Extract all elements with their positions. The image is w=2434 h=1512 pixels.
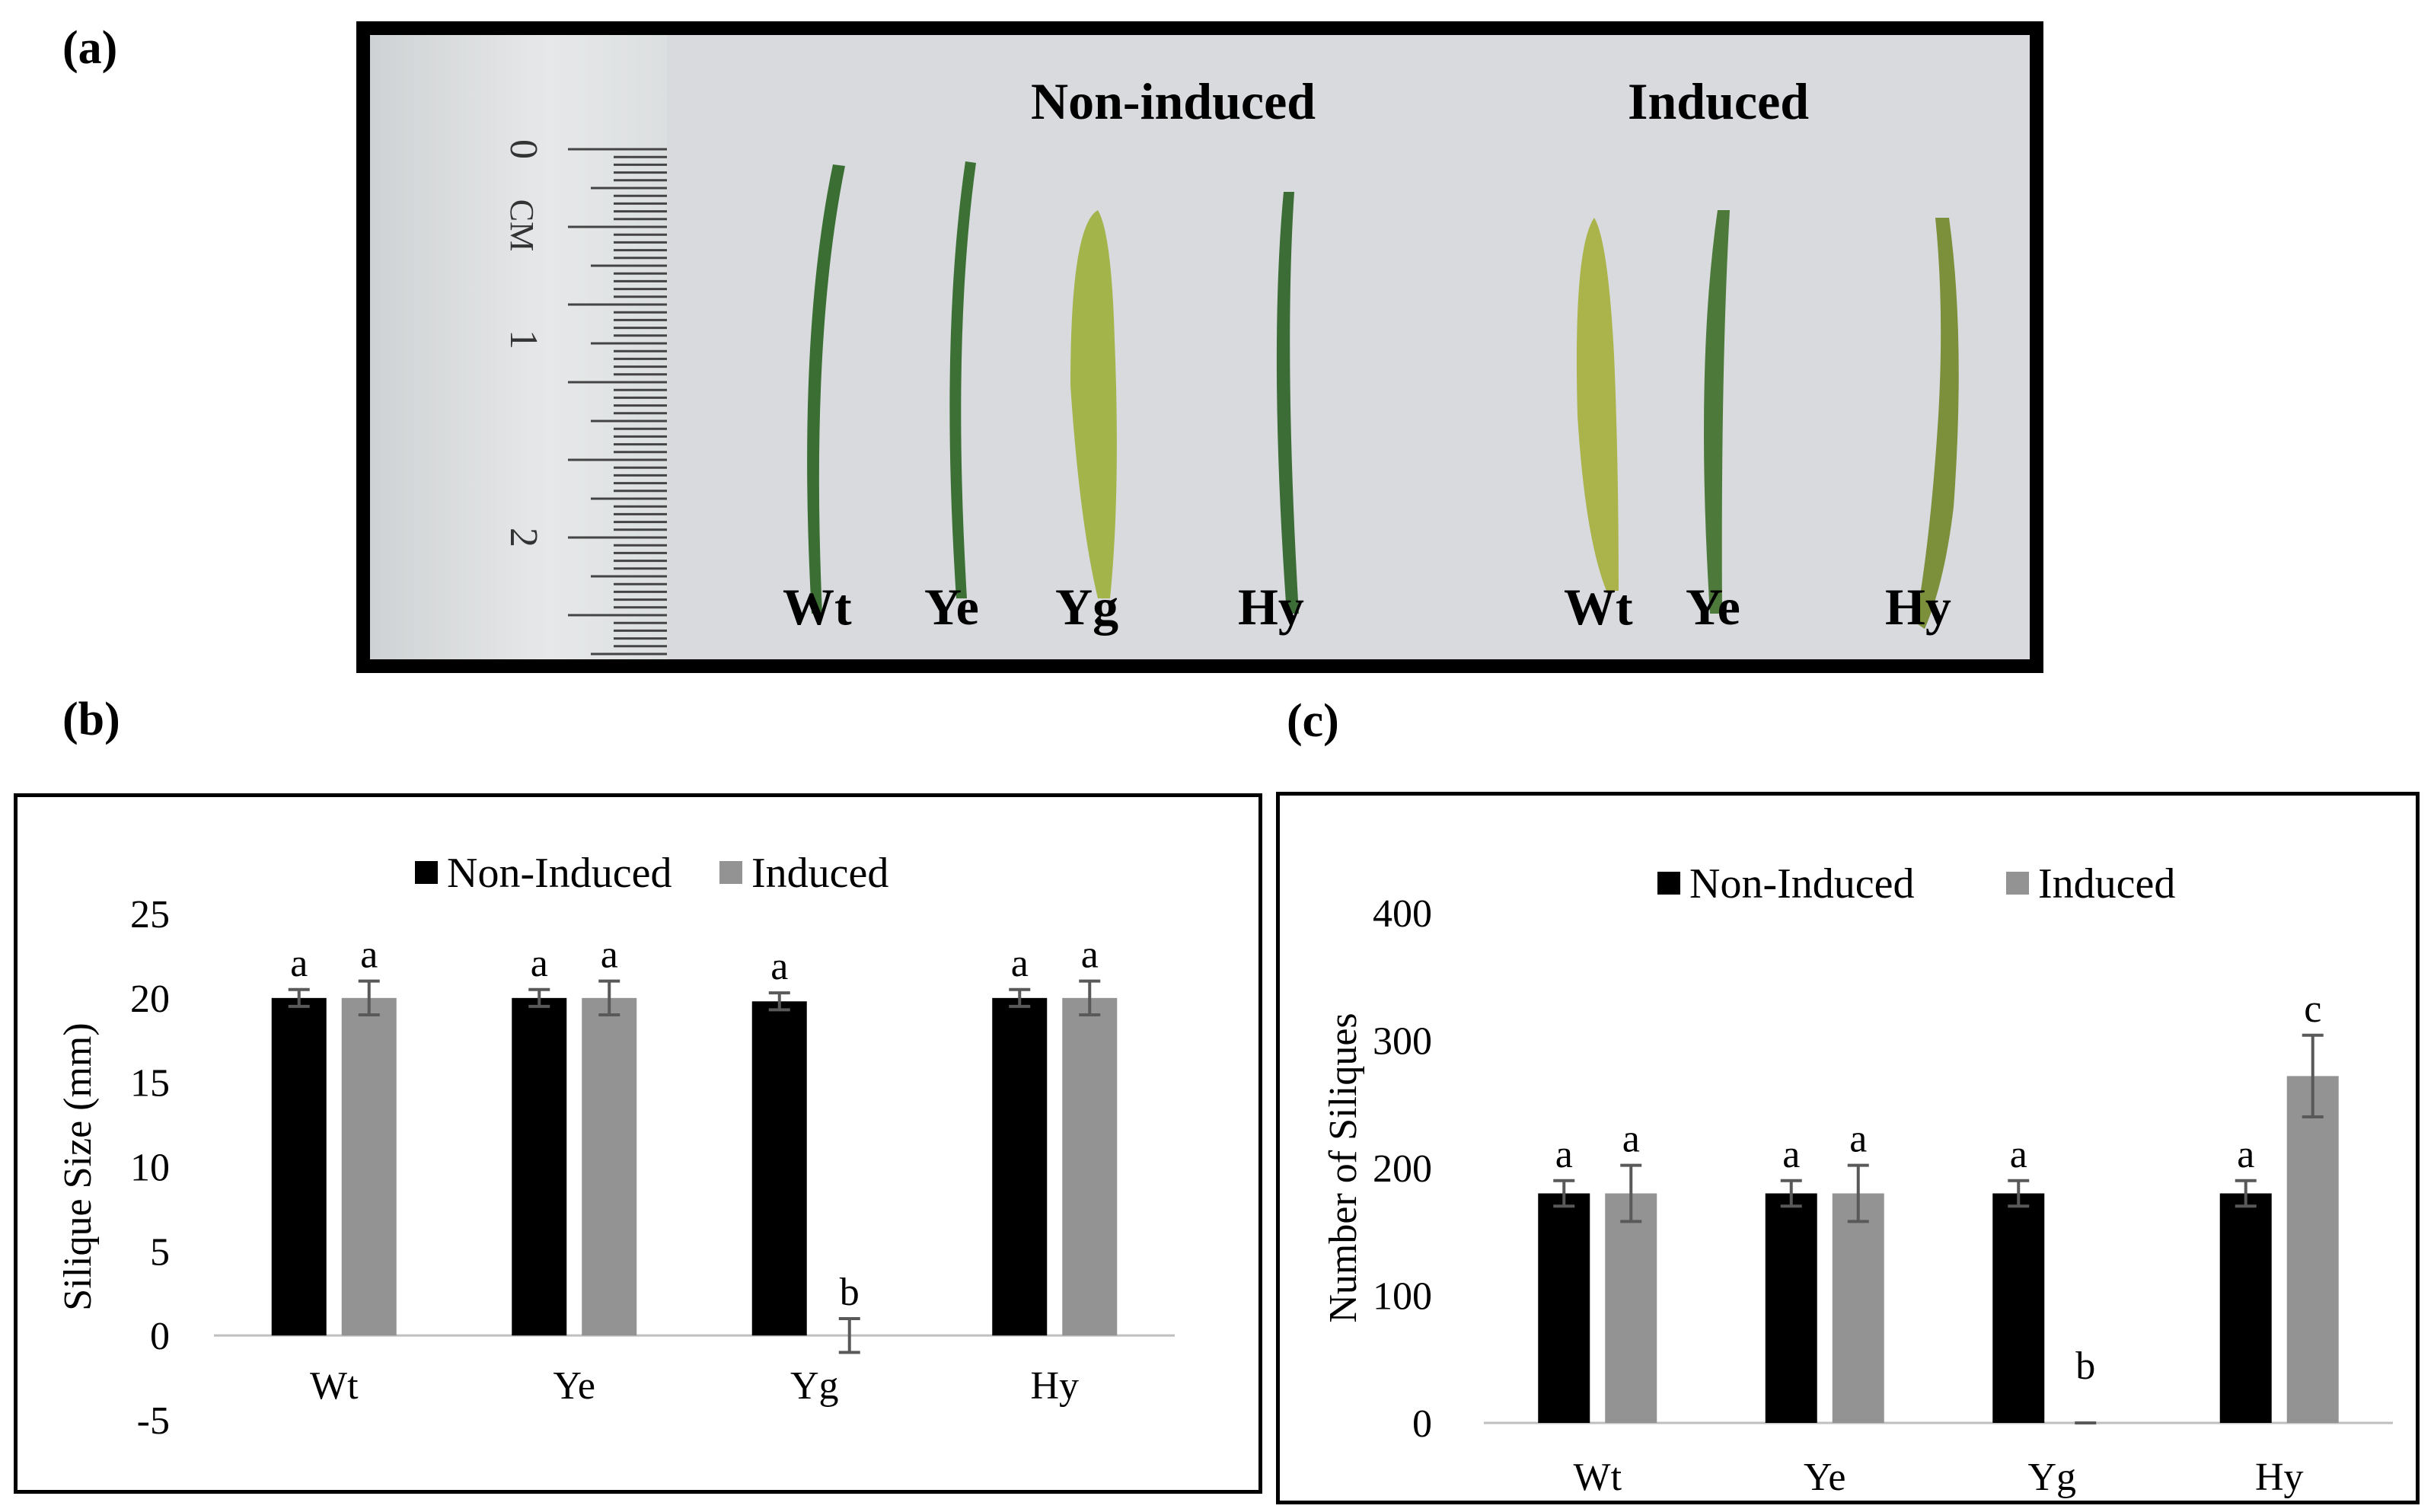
y-tick-label: 100	[1373, 1275, 1432, 1319]
y-axis-label: Number of Siliques	[1322, 1013, 1365, 1322]
significance-letter: a	[1011, 942, 1029, 985]
silique-yg-noninduced	[1070, 210, 1117, 598]
bar-non-induced-ye	[512, 997, 567, 1336]
x-tick-label: Ye	[1804, 1456, 1845, 1499]
legend-label-induced: Induced	[751, 850, 888, 897]
ruler-mark-0: 0	[502, 139, 545, 159]
panel-label-c: (c)	[1287, 695, 1339, 747]
x-tick-label: Wt	[310, 1364, 359, 1408]
y-tick-label: 15	[130, 1062, 170, 1105]
silique-hy-induced	[1916, 218, 1959, 629]
legend-swatch-induced	[2006, 872, 2029, 895]
x-tick-label: Hy	[2255, 1456, 2304, 1499]
significance-letter: a	[1622, 1118, 1640, 1161]
photo-label-wt: Wt	[783, 578, 852, 636]
significance-letter: b	[840, 1271, 860, 1314]
legend-label-induced: Induced	[2038, 860, 2175, 908]
panel-label-b: (b)	[62, 694, 120, 745]
significance-letter: a	[1782, 1133, 1800, 1176]
x-tick-label: Yg	[790, 1364, 839, 1408]
significance-letter: a	[1081, 933, 1099, 977]
x-tick-label: Ye	[553, 1364, 595, 1408]
x-tick-label: Wt	[1573, 1456, 1622, 1499]
silique-ye-noninduced	[949, 161, 976, 598]
silique-wt-noninduced	[807, 164, 845, 614]
chart-silique-count: 0 100 200 300 400 Number of Siliques Wt a a Ye a a Y…	[1322, 860, 2393, 1499]
significance-letter: a	[1849, 1118, 1867, 1161]
significance-letter: a	[290, 942, 308, 985]
y-tick-label: 400	[1373, 892, 1432, 936]
bar-non-induced-hy	[992, 997, 1048, 1336]
photo-heading-noninduced: Non-induced	[1031, 72, 1316, 130]
bar-non-induced-wt	[1538, 1193, 1590, 1423]
significance-letter: a	[360, 933, 378, 977]
y-tick-label: 0	[1412, 1402, 1432, 1446]
bar-induced-wt	[341, 997, 397, 1336]
significance-letter: a	[770, 945, 788, 988]
bar-non-induced-yg	[1992, 1193, 2045, 1423]
bar-non-induced-wt	[271, 997, 327, 1336]
silique-photo-frame: 0 CM 1 2 Non-induced Induced Wt Ye Yg Hy…	[356, 21, 2043, 673]
y-tick-label: 5	[150, 1230, 170, 1274]
panel-label-a: (a)	[62, 22, 118, 74]
x-tick-label: Yg	[2027, 1456, 2076, 1499]
photo-label-hy-induced: Hy	[1885, 578, 1951, 636]
significance-letter: a	[2237, 1133, 2254, 1176]
chart-silique-count-frame: 0 100 200 300 400 Number of Siliques Wt a a Ye a a Y…	[1276, 792, 2420, 1504]
y-tick-label: 25	[130, 893, 170, 936]
significance-letter: a	[2010, 1133, 2027, 1176]
bar-induced-wt	[1605, 1193, 1657, 1423]
ruler: 0 CM 1 2	[370, 35, 667, 659]
bar-induced-hy	[1062, 997, 1118, 1336]
significance-letter: b	[2075, 1345, 2095, 1388]
bar-non-induced-ye	[1765, 1193, 1817, 1423]
legend-label-non-induced: Non-Induced	[447, 850, 672, 897]
y-axis-label: Silique Size (mm)	[56, 1022, 100, 1310]
ruler-mark-1: 1	[502, 330, 545, 349]
siliques	[807, 161, 1959, 629]
silique-photo: 0 CM 1 2 Non-induced Induced Wt Ye Yg Hy…	[370, 35, 2030, 659]
y-tick-label: 20	[130, 978, 170, 1021]
y-tick-label: 300	[1373, 1020, 1432, 1064]
y-tick-label: 10	[130, 1147, 170, 1190]
photo-label-wt-induced: Wt	[1564, 578, 1633, 636]
photo-heading-induced: Induced	[1628, 72, 1810, 130]
y-tick-label: 0	[150, 1315, 170, 1358]
significance-letter: a	[1555, 1133, 1573, 1176]
significance-letter: a	[531, 942, 548, 985]
silique-hy-noninduced	[1276, 192, 1299, 614]
ruler-mark-cm: CM	[503, 199, 541, 251]
significance-letter: c	[2304, 987, 2321, 1031]
significance-letter: a	[601, 933, 618, 977]
silique-ye-induced	[1704, 210, 1730, 614]
bar-induced-ye	[1832, 1193, 1884, 1423]
legend-swatch-non-induced	[1657, 872, 1680, 895]
y-tick-label: -5	[137, 1399, 170, 1443]
bar-non-induced-yg	[751, 1001, 807, 1336]
photo-label-ye: Ye	[924, 578, 979, 636]
photo-label-ye-induced: Ye	[1686, 578, 1740, 636]
photo-label-yg: Yg	[1055, 578, 1119, 636]
ruler-ticks: 0 CM 1 2	[502, 139, 667, 656]
chart-silique-size: -5 0 5 10 15 20 25 Silique Size (mm) Wt a a Ye a a Yg a…	[56, 850, 1175, 1443]
silique-wt-induced	[1576, 218, 1619, 591]
bar-induced-ye	[582, 997, 637, 1336]
legend-label-non-induced: Non-Induced	[1689, 860, 1914, 908]
x-tick-label: Hy	[1030, 1364, 1079, 1408]
bar-induced-hy	[2286, 1076, 2339, 1423]
bar-non-induced-hy	[2219, 1193, 2272, 1423]
ruler-mark-2: 2	[502, 528, 545, 547]
y-tick-label: 200	[1373, 1147, 1432, 1191]
photo-label-hy: Hy	[1238, 578, 1304, 636]
chart-silique-size-frame: -5 0 5 10 15 20 25 Silique Size (mm) Wt a a Ye a a Yg a…	[14, 793, 1262, 1494]
legend-swatch-non-induced	[415, 861, 438, 884]
legend-swatch-induced	[719, 861, 742, 884]
